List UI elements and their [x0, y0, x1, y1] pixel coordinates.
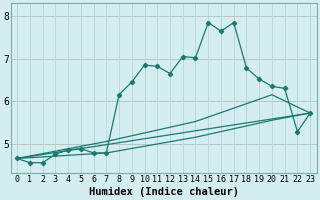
- X-axis label: Humidex (Indice chaleur): Humidex (Indice chaleur): [89, 186, 239, 197]
